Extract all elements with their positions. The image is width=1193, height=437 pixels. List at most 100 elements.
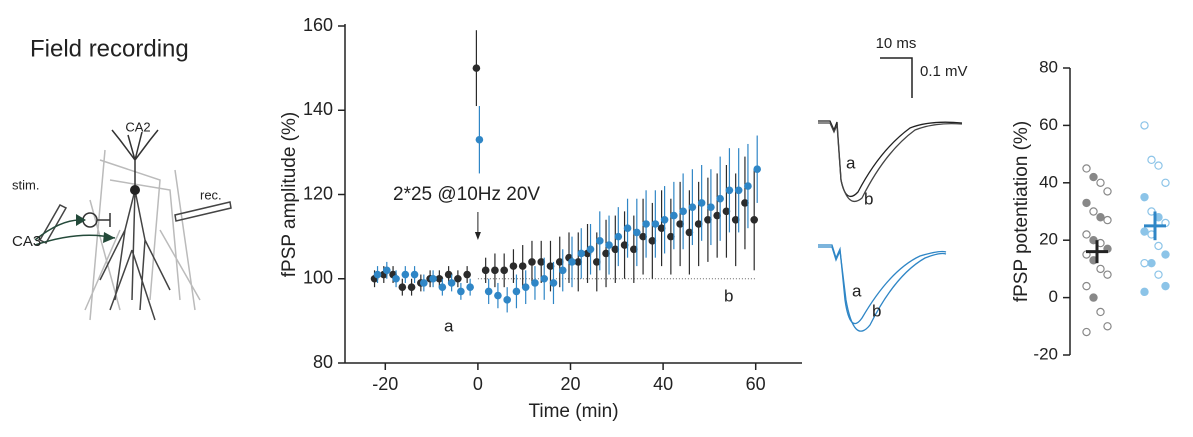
data-point	[731, 215, 740, 224]
data-point	[651, 220, 660, 228]
x-tick-label: 20	[560, 374, 580, 394]
neuron-schematic	[34, 129, 232, 321]
data-point	[537, 258, 546, 266]
y-tick-label: 20	[1039, 230, 1058, 249]
y-tick-label: 40	[1039, 172, 1058, 191]
region-label: CA2	[125, 119, 150, 134]
data-point	[540, 274, 549, 283]
data-point	[744, 182, 752, 190]
trace-label: a	[852, 281, 862, 300]
data-point	[620, 241, 629, 249]
data-point	[484, 287, 493, 296]
data-point	[704, 215, 712, 224]
data-point	[410, 270, 419, 279]
data-point	[741, 199, 749, 207]
data-point	[494, 291, 502, 300]
data-point	[398, 283, 407, 291]
data-point	[528, 258, 536, 266]
y-tick-label: 100	[303, 268, 333, 288]
scale-label: 10 ms	[876, 35, 917, 52]
data-point	[1140, 258, 1149, 268]
data-point	[463, 270, 471, 279]
period-label: a	[444, 316, 454, 335]
data-point	[667, 232, 675, 241]
data-point	[595, 237, 604, 245]
data-point	[1096, 307, 1105, 317]
traces	[818, 120, 963, 332]
trace-label: b	[872, 301, 881, 320]
data-point	[614, 232, 623, 241]
data-point	[611, 245, 620, 254]
data-point	[639, 232, 647, 241]
data-point	[438, 283, 447, 291]
data-point	[549, 279, 558, 287]
data-point	[447, 279, 456, 287]
data-point	[753, 165, 761, 174]
data-point	[518, 262, 527, 270]
data-point	[586, 245, 595, 254]
data-point	[630, 245, 638, 254]
data-point	[1103, 270, 1112, 279]
data-point	[457, 287, 465, 296]
y-axis-label: fPSP potentiation (%)	[1011, 121, 1032, 302]
data-point	[750, 215, 758, 224]
region-label: CA3	[12, 233, 41, 250]
data-point	[648, 237, 657, 245]
period-label: b	[724, 286, 733, 305]
data-point	[1161, 250, 1170, 259]
data-point	[716, 194, 724, 203]
data-point	[373, 270, 382, 279]
data-point	[521, 283, 530, 291]
data-point	[429, 274, 437, 283]
data-point	[454, 274, 462, 283]
data-point	[1140, 192, 1149, 202]
data-point	[1140, 287, 1149, 297]
scale-bar	[880, 57, 913, 98]
data-point	[713, 211, 721, 220]
arrowhead	[103, 232, 115, 243]
stim-arrowhead	[474, 232, 481, 240]
data-point	[1147, 258, 1156, 268]
data-point	[392, 274, 400, 283]
data-point	[1140, 121, 1149, 130]
scale-label: 0.1 mV	[920, 63, 968, 80]
data-point	[568, 258, 576, 266]
data-point	[1082, 230, 1091, 239]
x-tick-label: -20	[372, 374, 398, 394]
trace-label: b	[864, 189, 873, 208]
data-point	[1161, 178, 1170, 187]
annotation: 2*25 @10Hz 20V	[393, 184, 540, 205]
rec-label: rec.	[200, 187, 222, 202]
data-point	[491, 266, 499, 275]
data-point	[500, 266, 508, 275]
data-point	[676, 220, 684, 228]
data-point	[407, 283, 416, 291]
y-tick-label: 140	[303, 99, 333, 119]
data-point	[555, 258, 564, 266]
data-point	[1082, 198, 1091, 208]
y-tick-label: 80	[1039, 57, 1058, 76]
data-point	[660, 215, 669, 224]
x-axis-label: Time (min)	[528, 401, 618, 422]
data-point	[725, 186, 734, 195]
data-point	[420, 279, 428, 287]
x-tick-label: 40	[653, 374, 673, 394]
y-axis-label: fPSP amplitude (%)	[279, 112, 300, 277]
data-point	[697, 199, 706, 207]
data-point	[512, 287, 521, 296]
y-tick-label: 60	[1039, 115, 1058, 134]
data-point	[1089, 293, 1098, 302]
data-point	[574, 258, 583, 266]
data-point	[670, 211, 678, 220]
data-point	[1082, 327, 1091, 337]
data-point	[1096, 178, 1105, 187]
y-tick-label: -20	[1033, 344, 1058, 363]
data-point	[1154, 270, 1163, 279]
y-tick-label: 80	[313, 352, 333, 372]
data-point	[1103, 322, 1112, 331]
arrowhead	[76, 214, 86, 226]
x-tick-label: 0	[473, 374, 483, 394]
data-point	[1147, 155, 1156, 165]
data-point	[1082, 281, 1091, 291]
